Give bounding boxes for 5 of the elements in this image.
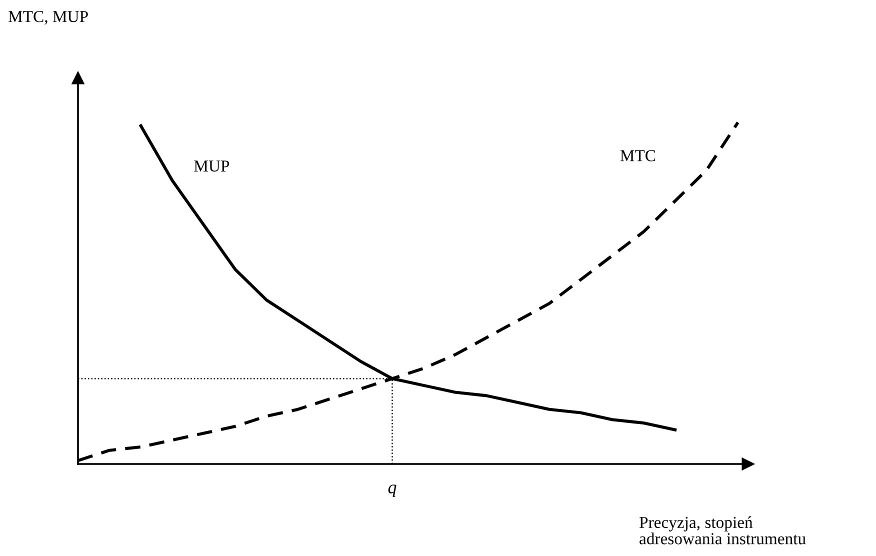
- text: q: [388, 484, 396, 498]
- series-label: MUP: [194, 160, 230, 172]
- text: MTC, MUP: [8, 10, 88, 25]
- text: MTC: [620, 150, 656, 162]
- x-axis-title: Precyzja, stopień adresowania instrumentu: [639, 516, 806, 544]
